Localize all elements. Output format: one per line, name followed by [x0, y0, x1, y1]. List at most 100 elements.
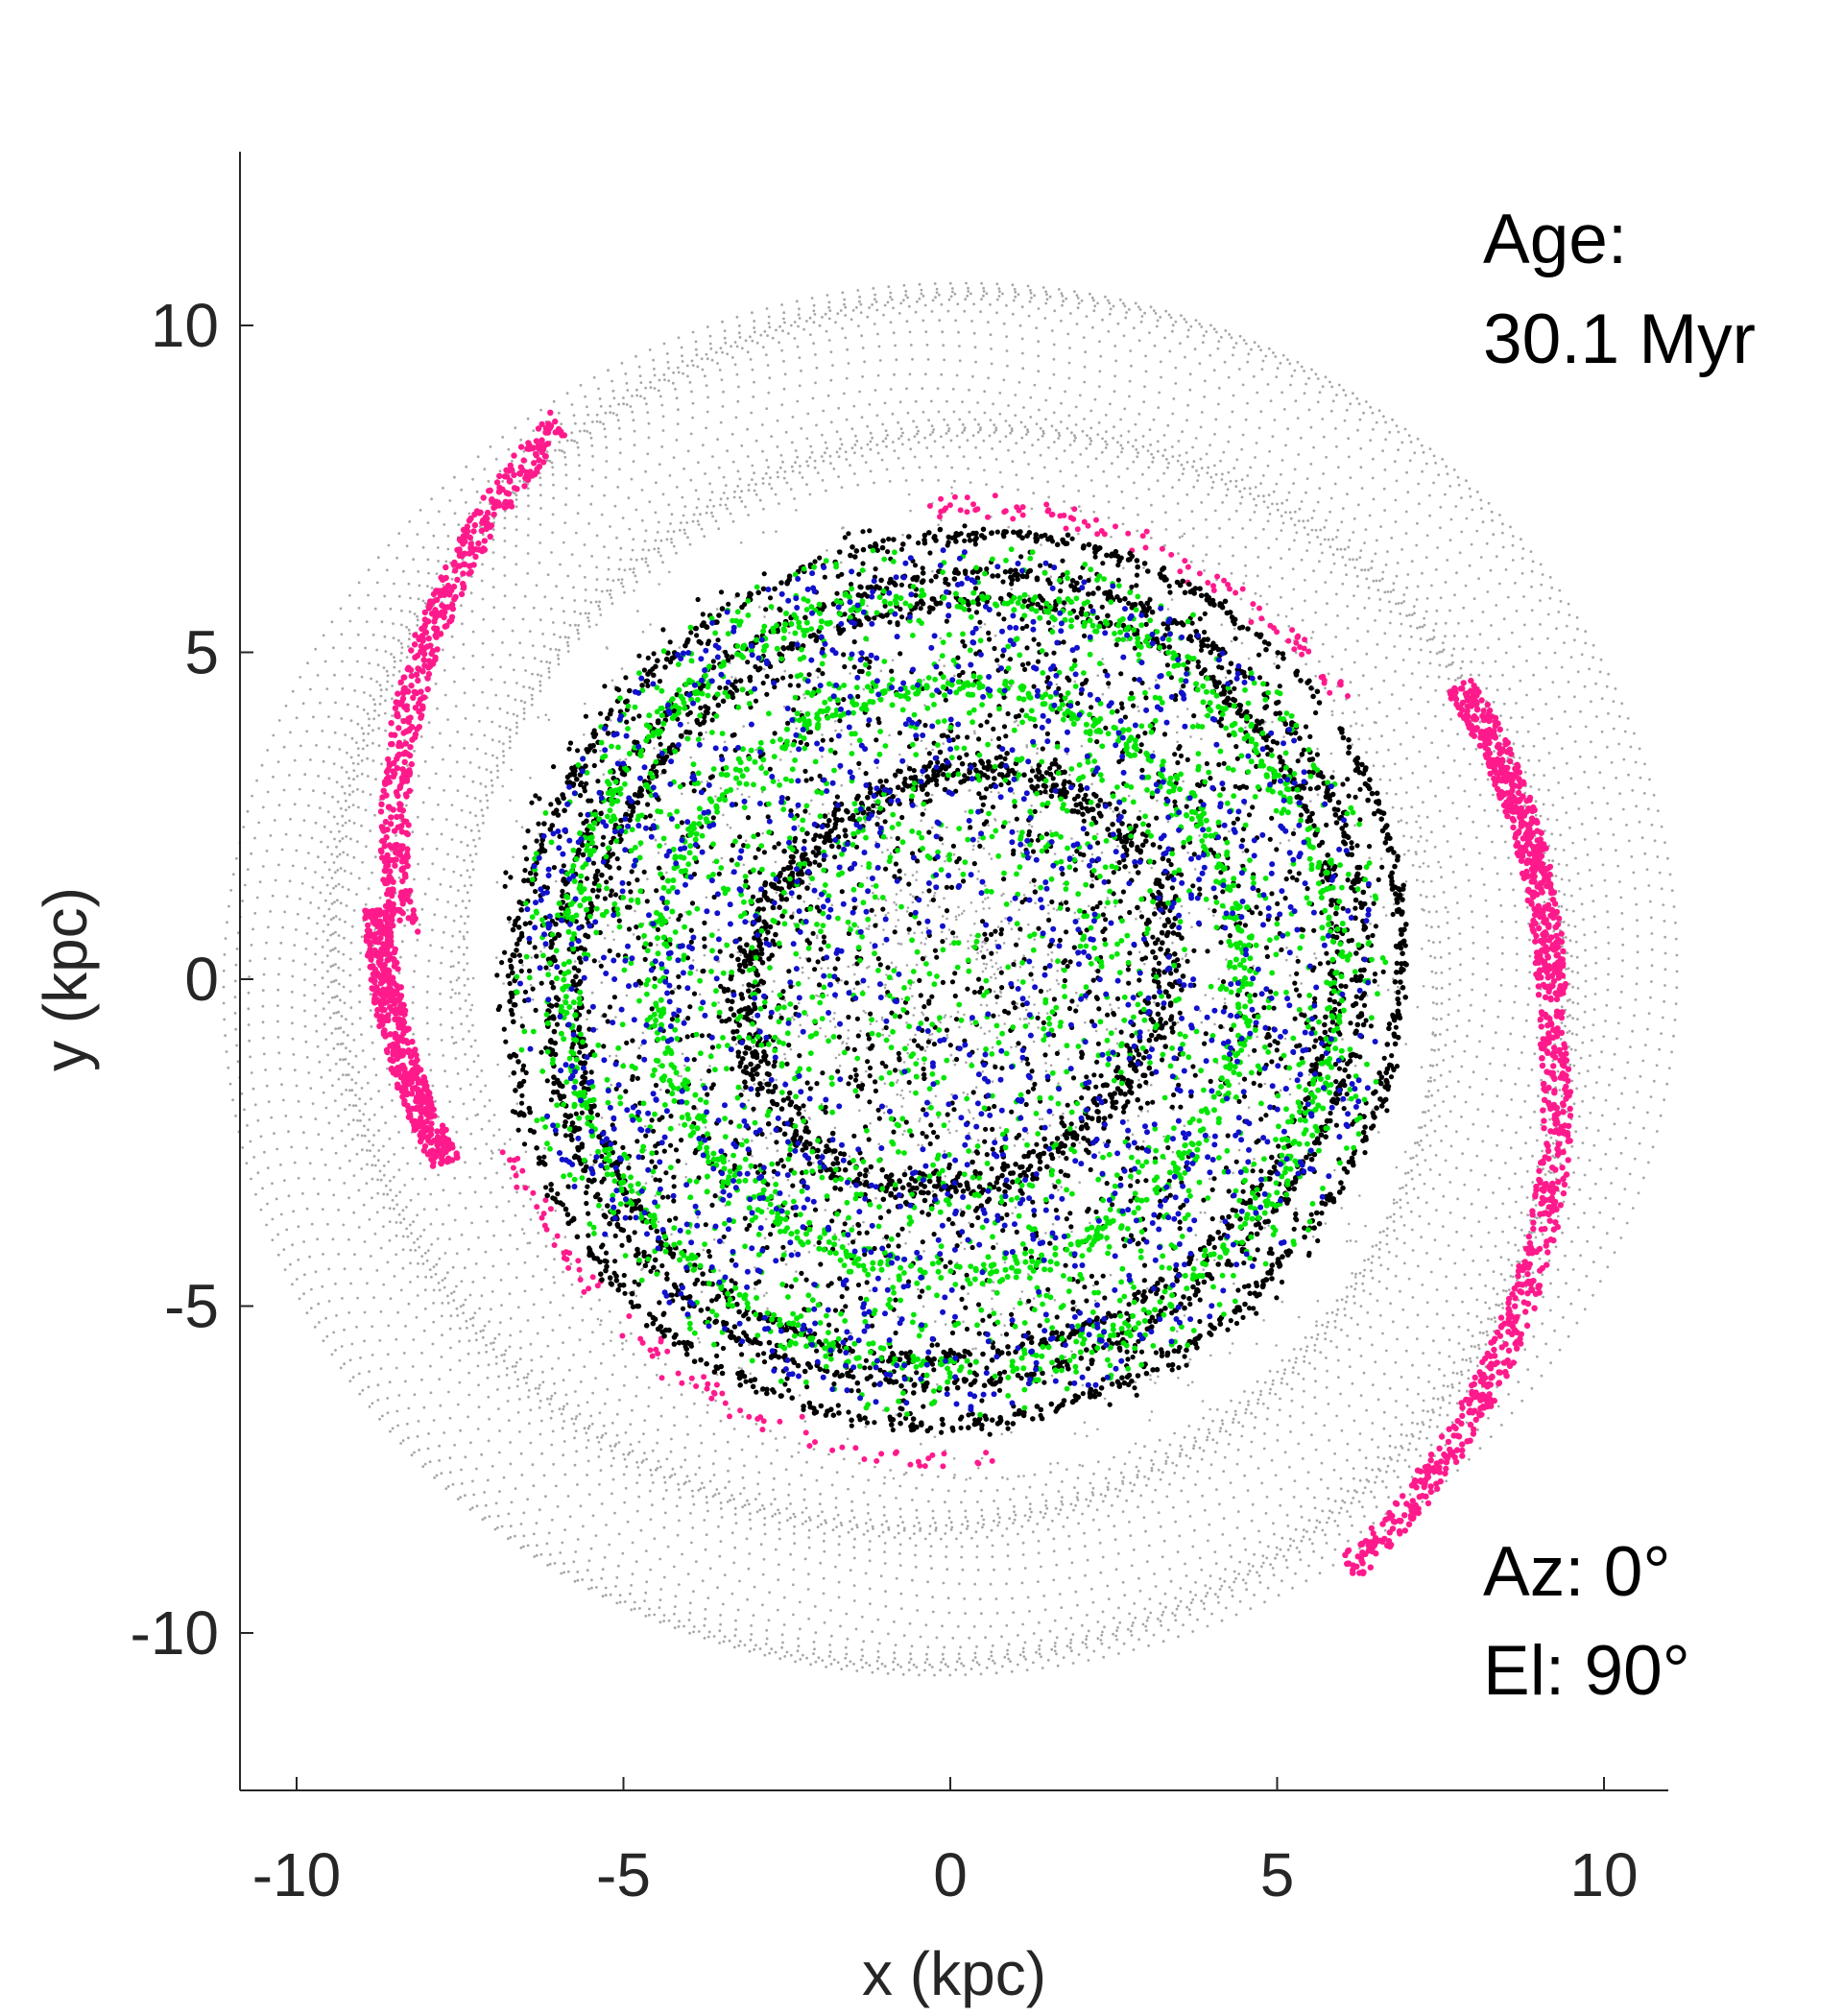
gray-point	[706, 410, 709, 414]
gray-point	[1468, 804, 1471, 808]
gray-point	[483, 733, 487, 737]
gray-point	[723, 1573, 727, 1576]
gray-point	[331, 996, 334, 999]
gray-point	[1540, 1078, 1544, 1082]
gray-point	[475, 747, 479, 751]
gray-point	[501, 1186, 504, 1189]
gray-point	[736, 1608, 740, 1612]
gray-point	[914, 310, 918, 314]
gray-point	[1368, 737, 1372, 740]
gray-point	[329, 949, 332, 952]
gray-point	[535, 1522, 539, 1524]
gray-point	[1289, 383, 1292, 387]
gray-point	[978, 456, 982, 460]
gray-point	[388, 1238, 392, 1242]
gray-point	[1053, 1642, 1057, 1644]
gray-point	[655, 481, 658, 485]
gray-point	[1400, 1445, 1403, 1448]
gray-point	[1046, 480, 1049, 484]
gray-point	[1448, 1069, 1451, 1073]
gray-point	[338, 852, 342, 856]
gray-point	[1551, 1059, 1555, 1063]
gray-point	[610, 1492, 613, 1496]
gray-point	[446, 1294, 449, 1298]
gray-point	[765, 407, 769, 410]
gray-point	[491, 586, 495, 588]
gray-point	[328, 1068, 332, 1072]
gray-point	[1433, 1129, 1437, 1133]
gray-point	[1424, 895, 1428, 899]
gray-point	[914, 1553, 917, 1557]
gray-point	[941, 1652, 945, 1656]
gray-point	[1544, 703, 1547, 706]
gray-point	[1129, 1481, 1132, 1485]
gray-point	[1438, 1033, 1442, 1036]
gray-point	[481, 690, 484, 694]
gray-point	[980, 1508, 984, 1512]
gray-point	[563, 1528, 566, 1531]
gray-point	[1197, 473, 1201, 477]
gray-point	[1200, 501, 1204, 504]
gray-point	[990, 1528, 993, 1532]
gray-point	[1456, 677, 1460, 680]
gray-point	[1152, 456, 1155, 460]
gray-point	[629, 567, 632, 571]
gray-point	[515, 1170, 518, 1174]
gray-point	[1174, 382, 1178, 385]
gray-point	[901, 431, 904, 435]
gray-point	[538, 1383, 541, 1387]
gray-point	[362, 1113, 366, 1116]
gray-point	[1426, 700, 1430, 704]
gray-point	[491, 738, 494, 742]
gray-point	[380, 1105, 384, 1109]
gray-point	[1286, 1548, 1290, 1551]
gray-point	[1205, 553, 1209, 557]
gray-point	[474, 814, 477, 818]
gray-point	[1300, 500, 1304, 503]
gray-point	[1470, 542, 1473, 546]
gray-point	[1167, 462, 1170, 465]
gray-point	[1401, 1186, 1404, 1189]
gray-point	[1423, 1182, 1426, 1186]
gray-point	[468, 1317, 472, 1321]
gray-point	[442, 1054, 445, 1057]
gray-point	[653, 387, 657, 390]
gray-point	[672, 544, 676, 548]
gray-point	[568, 1368, 571, 1372]
gray-point	[658, 1465, 662, 1469]
gray-point	[1337, 1376, 1340, 1380]
gray-point	[587, 619, 590, 623]
gray-point	[1442, 1327, 1446, 1330]
gray-point	[1520, 1185, 1523, 1188]
gray-point	[876, 1618, 880, 1621]
gray-point	[825, 489, 827, 492]
gray-point	[342, 969, 346, 972]
gray-point	[1419, 637, 1423, 640]
gray-point	[1052, 1537, 1056, 1541]
gray-point	[503, 594, 507, 598]
gray-point	[1233, 1409, 1237, 1413]
gray-point	[1593, 816, 1597, 820]
gray-point	[868, 1587, 872, 1591]
gray-point	[889, 388, 893, 391]
gray-point	[1052, 1578, 1056, 1582]
gray-point	[522, 1376, 526, 1380]
gray-point	[393, 665, 396, 669]
gray-point	[1448, 1355, 1451, 1358]
gray-point	[1376, 1446, 1380, 1449]
gray-point	[677, 1583, 681, 1586]
gray-point	[597, 1440, 601, 1444]
gray-point	[1330, 1511, 1334, 1514]
gray-point	[341, 885, 345, 889]
gray-point	[1507, 1288, 1511, 1291]
gray-point	[869, 469, 873, 473]
gray-point	[336, 1043, 340, 1046]
gray-point	[1235, 1462, 1239, 1466]
gray-point	[1271, 1379, 1275, 1382]
gray-point	[1431, 1408, 1434, 1412]
gray-point	[708, 1479, 712, 1483]
gray-point	[1506, 728, 1509, 732]
gray-point	[630, 477, 634, 481]
gray-point	[358, 1000, 361, 1004]
gray-point	[360, 727, 364, 730]
